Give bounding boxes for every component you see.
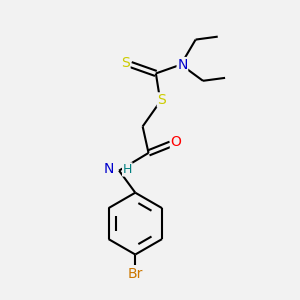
Text: S: S [121,56,130,70]
Text: N: N [177,58,188,72]
Text: N: N [103,162,114,176]
Text: Br: Br [128,267,143,281]
Text: O: O [170,135,181,149]
Text: S: S [158,93,166,107]
Text: H: H [123,163,132,176]
